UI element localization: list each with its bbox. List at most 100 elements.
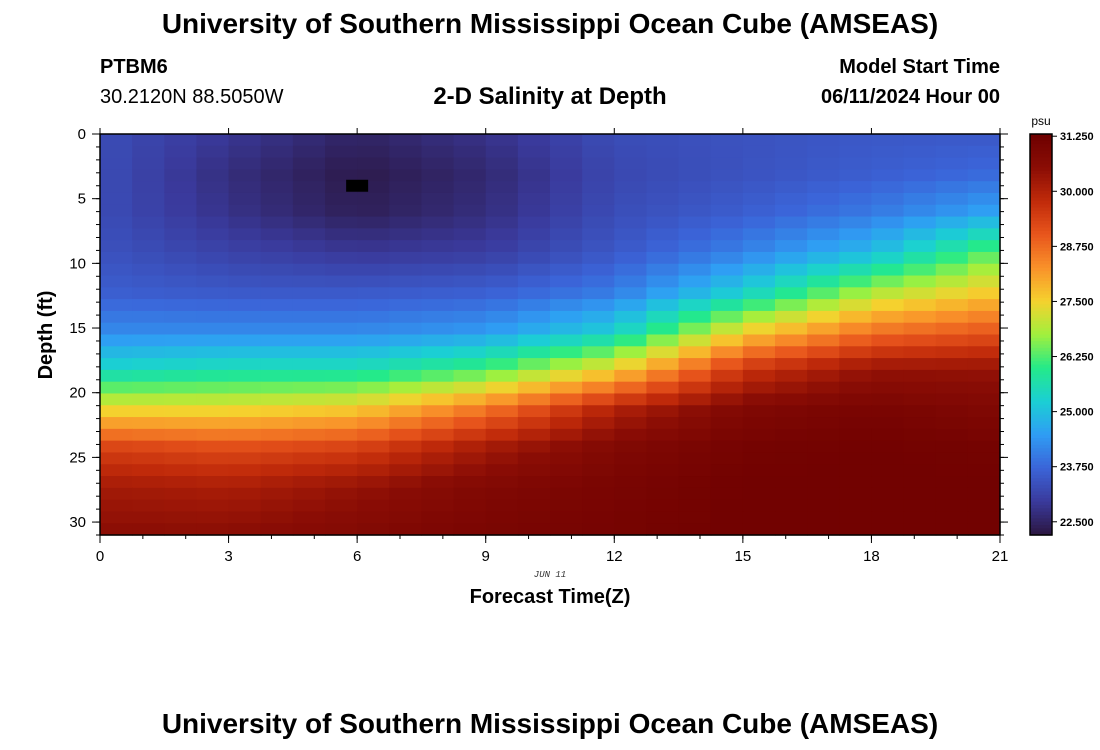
heatmap-cell bbox=[164, 134, 198, 147]
heatmap-cell bbox=[710, 216, 744, 229]
heatmap-cell bbox=[582, 369, 615, 383]
colorbar-segment bbox=[1030, 177, 1052, 182]
heatmap-cell bbox=[485, 428, 519, 442]
heatmap-cell bbox=[132, 523, 165, 536]
heatmap-cell bbox=[550, 358, 583, 371]
heatmap-cell bbox=[228, 358, 262, 371]
heatmap-cell bbox=[100, 476, 133, 489]
heatmap-cell bbox=[614, 452, 648, 465]
heatmap-cell bbox=[485, 322, 519, 336]
colorbar-segment bbox=[1030, 297, 1052, 302]
colorbar-segment bbox=[1030, 244, 1052, 249]
heatmap-cell bbox=[453, 393, 487, 406]
heatmap-cell bbox=[807, 346, 840, 359]
heatmap-cell bbox=[389, 322, 423, 336]
heatmap-cell bbox=[839, 358, 873, 371]
heatmap-cell bbox=[132, 263, 165, 277]
heatmap-cell bbox=[196, 346, 230, 359]
heatmap-cell bbox=[453, 275, 487, 288]
heatmap-cell bbox=[292, 204, 326, 218]
colorbar-segment bbox=[1030, 377, 1052, 382]
heatmap-cell bbox=[678, 417, 712, 430]
heatmap-cell bbox=[871, 287, 905, 300]
y-tick-label: 20 bbox=[69, 385, 86, 402]
heatmap-cell bbox=[228, 263, 262, 277]
heatmap-cell bbox=[935, 263, 969, 277]
heatmap-cell bbox=[357, 263, 390, 277]
heatmap-cell bbox=[935, 310, 969, 324]
heatmap-cell bbox=[485, 476, 519, 489]
colorbar-segment bbox=[1030, 334, 1052, 339]
heatmap-cell bbox=[260, 523, 294, 536]
heatmap-cell bbox=[582, 334, 615, 347]
heatmap-cell bbox=[903, 334, 937, 347]
heatmap-cell bbox=[453, 452, 487, 465]
heatmap-cell bbox=[389, 240, 423, 253]
heatmap-cell bbox=[550, 393, 583, 406]
heatmap-cell bbox=[710, 181, 744, 194]
heatmap-cell bbox=[453, 169, 487, 182]
heatmap-cell bbox=[196, 405, 230, 418]
heatmap-cell bbox=[357, 464, 390, 477]
chart-title: 2-D Salinity at Depth bbox=[433, 83, 667, 110]
heatmap-cell bbox=[710, 499, 744, 513]
heatmap-cell bbox=[132, 511, 165, 524]
heatmap-cell bbox=[742, 169, 776, 182]
colorbar-segment bbox=[1030, 418, 1052, 422]
heatmap-cell bbox=[967, 145, 1001, 159]
heatmap-cell bbox=[325, 134, 358, 147]
y-axis-label: Depth (ft) bbox=[35, 291, 57, 380]
heatmap-cell bbox=[678, 369, 712, 383]
heatmap-cell bbox=[807, 487, 840, 501]
colorbar-segment bbox=[1030, 341, 1052, 346]
heatmap-cell bbox=[453, 251, 487, 265]
heatmap-cell bbox=[646, 169, 680, 182]
x-tick-label: 3 bbox=[224, 548, 232, 565]
heatmap-cell bbox=[775, 216, 808, 229]
heatmap-cell bbox=[550, 511, 583, 524]
heatmap-cell bbox=[807, 322, 840, 336]
heatmap-cell bbox=[485, 393, 519, 406]
heatmap-cell bbox=[807, 263, 840, 277]
station-id: PTBM6 bbox=[100, 56, 168, 78]
heatmap-cell bbox=[228, 145, 262, 159]
heatmap-cell bbox=[550, 157, 583, 170]
colorbar-segment bbox=[1030, 531, 1052, 536]
heatmap-cell bbox=[775, 275, 808, 288]
heatmap-cell bbox=[132, 322, 165, 336]
heatmap-cell bbox=[678, 452, 712, 465]
colorbar-segment bbox=[1030, 478, 1052, 483]
heatmap-cell bbox=[871, 405, 905, 418]
heatmap-cell bbox=[646, 464, 680, 477]
heatmap-cell bbox=[196, 299, 230, 312]
heatmap-cell bbox=[550, 464, 583, 477]
heatmap-cell bbox=[775, 511, 808, 524]
heatmap-cell bbox=[710, 358, 744, 371]
heatmap-cell bbox=[228, 192, 262, 206]
heatmap-cell bbox=[325, 464, 358, 477]
heatmap-cell bbox=[646, 216, 680, 229]
heatmap-cell bbox=[132, 405, 165, 418]
model-start-value: 06/11/2024 Hour 00 bbox=[820, 86, 1000, 108]
colorbar-segment bbox=[1030, 474, 1052, 479]
colorbar-segment bbox=[1030, 514, 1052, 519]
heatmap-cell bbox=[453, 181, 487, 194]
heatmap-cell bbox=[935, 240, 969, 253]
heatmap-cell bbox=[517, 216, 551, 229]
heatmap-cell bbox=[871, 487, 905, 501]
heatmap-cell bbox=[196, 251, 230, 265]
heatmap-cell bbox=[807, 452, 840, 465]
heatmap-cell bbox=[421, 487, 455, 501]
heatmap-cell bbox=[292, 287, 326, 300]
heatmap-cell bbox=[646, 204, 680, 218]
heatmap-cell bbox=[389, 334, 423, 347]
heatmap-cell bbox=[807, 287, 840, 300]
heatmap-cell bbox=[742, 181, 776, 194]
colorbar-segment bbox=[1030, 230, 1052, 235]
heatmap-cell bbox=[325, 428, 358, 442]
colorbar-segment bbox=[1030, 518, 1052, 523]
heatmap-cell bbox=[839, 452, 873, 465]
colorbar-segment bbox=[1030, 250, 1052, 255]
heatmap-cell bbox=[967, 452, 1001, 465]
heatmap-cell bbox=[357, 334, 390, 347]
